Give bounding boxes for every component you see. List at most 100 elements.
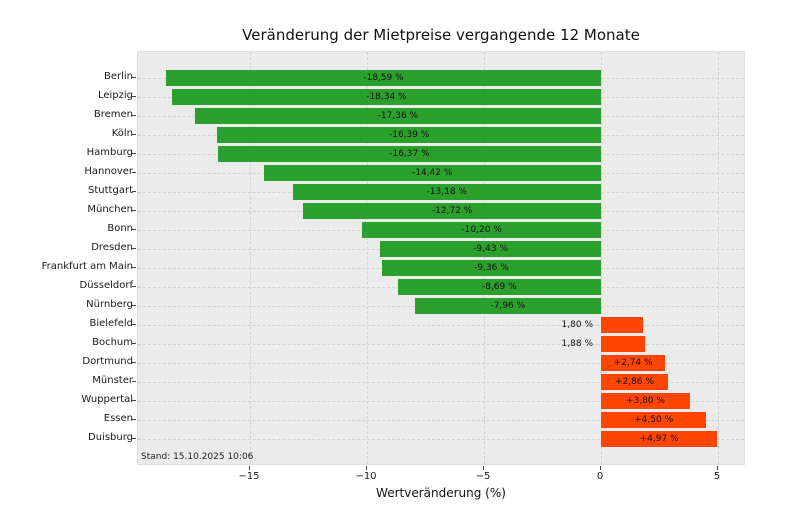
y-tick-label-city: Dresden [91,242,133,254]
y-tick-label-city: Dortmund [82,356,133,368]
y-tick-label-city: München [87,204,133,216]
bar-value-label: -16,37 % [389,149,430,160]
bar-value-label: -8,69 % [481,282,517,293]
x-tick-label: 0 [596,471,604,482]
y-tick-mark [132,362,136,364]
bar-value-label: +4,97 % [639,434,679,445]
bar-negative [217,127,601,144]
y-tick-mark [132,191,136,193]
bar-negative [380,241,601,258]
y-tick-label-city: Münster [92,375,133,387]
y-tick-mark [132,400,136,402]
bar-negative [292,184,601,201]
bar-value-label: -9,36 % [474,263,509,274]
bar-value-label: -10,20 % [461,225,502,236]
x-tick-mark [366,466,367,470]
y-gridline [138,363,744,365]
y-tick-label-city: Bonn [107,223,133,235]
y-tick-label-city: Frankfurt am Main [41,261,133,273]
y-tick-mark [132,229,136,231]
y-tick-mark [132,96,136,98]
stand-annotation: Stand: 15.10.2025 10:06 [141,452,254,462]
y-tick-label-city: Nürnberg [86,299,133,311]
y-tick-mark [132,267,136,269]
bar-negative [414,298,601,315]
bar-value-label: -18,59 % [363,73,404,84]
bar-positive [601,393,690,410]
x-tick-label: −15 [238,471,260,482]
bar-value-label: -14,42 % [412,168,453,179]
x-tick-mark [600,466,601,470]
bar-negative [263,165,601,182]
plot-area: -18,59 % -18,34 % -17,36 % -16,39 % -16,37 %… [137,51,745,465]
y-tick-label-city: Berlin [103,71,133,83]
bar-negative [303,203,601,220]
x-tick-mark [717,466,718,470]
y-tick-mark [132,305,136,307]
y-tick-label-city: Essen [103,413,133,425]
bar-value-label: +4,50 % [634,415,674,426]
bar-value-label: -7,96 % [490,301,526,312]
x-tick-mark [483,466,484,470]
y-tick-mark [132,134,136,136]
bar-negative [381,260,601,277]
bar-negative [217,146,601,163]
y-tick-label-city: Köln [111,128,133,140]
y-gridline [138,344,744,346]
bar-value-label: +2,74 % [613,358,653,369]
y-tick-mark [132,172,136,174]
bar-value-label: -12,72 % [431,206,473,217]
chart-title: Veränderung der Mietpreise vergangende 1… [242,26,640,44]
bar-positive [601,431,718,448]
x-gridline [367,52,368,464]
y-tick-label-city: Wuppertal [81,394,133,406]
bar-value-label: 1,80 % [561,320,593,331]
x-tick-mark [249,466,250,470]
y-tick-mark [132,286,136,288]
bar-positive [601,336,645,353]
y-tick-mark [132,419,136,421]
x-tick-label: −5 [475,471,491,482]
bar-positive [601,412,707,429]
y-tick-label-city: Düsseldorf [79,280,134,292]
y-gridline [138,325,744,327]
y-gridline [138,382,744,384]
y-tick-mark [132,115,136,117]
y-gridline [138,439,744,441]
bar-value-label: -9,43 % [473,244,508,255]
bar-negative [397,279,601,296]
y-gridline [138,401,744,403]
y-tick-mark [132,343,136,345]
bar-positive [601,355,666,372]
y-tick-mark [132,248,136,250]
y-tick-label-city: Stuttgart [88,185,133,197]
bar-positive [601,317,644,334]
x-gridline [601,52,602,464]
y-tick-mark [132,153,136,155]
x-tick-label: 5 [713,471,721,482]
x-axis-label: Wertveränderung (%) [376,486,506,500]
y-tick-label-city: Bremen [93,109,133,121]
y-tick-label-city: Bochum [92,337,133,349]
y-tick-label-city: Duisburg [88,432,133,444]
y-tick-mark [132,77,136,79]
bar-value-label: 1,88 % [561,339,593,350]
bar-value-label: -17,36 % [377,111,419,122]
x-gridline [250,52,251,464]
y-tick-mark [132,438,136,440]
y-tick-mark [132,210,136,212]
bar-value-label: -18,34 % [366,92,407,103]
bar-negative [194,108,601,125]
y-tick-label-city: Hamburg [86,147,133,159]
y-tick-label-city: Bielefeld [89,318,133,330]
bar-positive [601,374,668,391]
bar-value-label: -16,39 % [389,130,430,141]
bar-value-label: +2,86 % [614,377,654,388]
bar-value-label: +3,80 % [625,396,665,407]
bar-negative [165,70,601,87]
x-gridline [718,52,719,464]
x-tick-label: −10 [355,471,377,482]
x-gridline [484,52,485,464]
y-gridline [138,420,744,422]
